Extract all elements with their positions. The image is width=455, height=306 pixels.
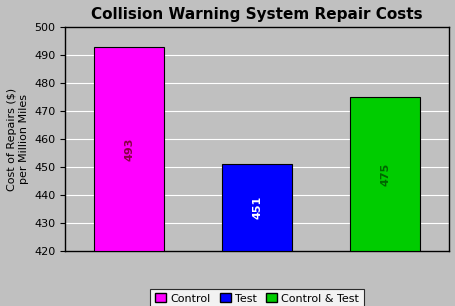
Y-axis label: Cost of Repairs ($)
per Million Miles: Cost of Repairs ($) per Million Miles [7,88,29,191]
Text: 451: 451 [252,196,262,219]
Text: 493: 493 [124,137,134,161]
Bar [349,97,420,251]
Bar [94,47,164,251]
Legend: Control, Test, Control & Test: Control, Test, Control & Test [150,289,363,306]
Text: 475: 475 [379,162,389,186]
Title: Collision Warning System Repair Costs: Collision Warning System Repair Costs [91,7,422,22]
Bar [222,164,292,251]
